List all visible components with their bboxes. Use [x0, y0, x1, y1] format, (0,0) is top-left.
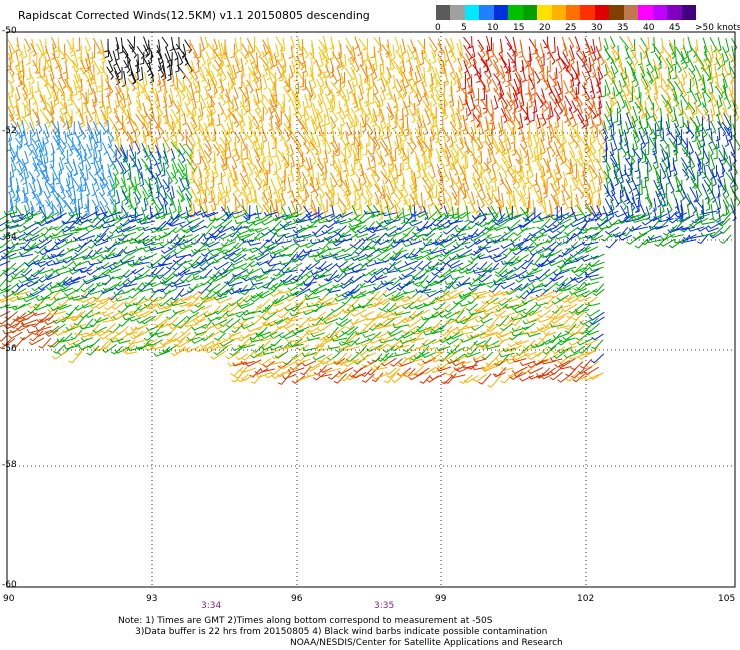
- legend-label: 25: [565, 23, 577, 33]
- legend-label: 0: [435, 23, 441, 33]
- legend-swatch: [652, 5, 668, 20]
- legend-swatch: [436, 5, 451, 20]
- wind-barbs: [0, 35, 740, 388]
- lat-lon-grid: [7, 32, 735, 587]
- legend-swatch: [479, 5, 495, 20]
- legend-swatch: [580, 5, 596, 20]
- legend-label: 20: [539, 23, 551, 33]
- legend-label: 30: [591, 23, 603, 33]
- time-label-1: 3:34: [201, 601, 222, 611]
- legend-swatch: [450, 5, 466, 20]
- legend-swatch: [522, 5, 538, 20]
- legend-swatch: [566, 5, 581, 20]
- legend-label: 45: [669, 23, 681, 33]
- lat-label-58: -58: [2, 460, 17, 470]
- legend-swatch: [609, 5, 625, 20]
- lat-label-56: -56: [2, 344, 17, 354]
- legend-swatch: [551, 5, 567, 20]
- map-frame: [6, 31, 736, 588]
- credit-line: NOAA/NESDIS/Center for Satellite Applica…: [290, 638, 563, 648]
- lat-label-54: -54: [2, 232, 17, 242]
- legend-label: >50 knots: [695, 23, 740, 33]
- lon-label-96: 96: [291, 594, 303, 604]
- legend-swatch: [681, 5, 697, 20]
- wind-speed-legend: 0 5 10 15 20 25 30 35 40 45 >50 knots: [435, 5, 740, 35]
- legend-swatch: [537, 5, 553, 20]
- map-title: Rapidscat Corrected Winds(12.5KM) v1.1 2…: [18, 9, 370, 22]
- legend-swatch: [667, 5, 683, 20]
- legend-swatch: [623, 5, 639, 20]
- legend-label: 15: [513, 23, 525, 33]
- notes: Note: 1) Times are GMT 2)Times along bot…: [118, 616, 547, 638]
- lon-label-93: 93: [146, 594, 158, 604]
- lon-label-99: 99: [435, 594, 447, 604]
- note-line-1: Note: 1) Times are GMT 2)Times along bot…: [118, 616, 493, 626]
- note-line-2: 3)Data buffer is 22 hrs from 20150805 4)…: [118, 627, 548, 637]
- legend-swatch: [464, 5, 480, 20]
- lon-label-90: 90: [3, 594, 15, 604]
- legend-swatch: [493, 5, 509, 20]
- lon-label-105: 105: [718, 594, 736, 604]
- lat-label-52: -52: [2, 126, 17, 136]
- legend-label: 10: [487, 23, 499, 33]
- legend-swatch: [508, 5, 524, 20]
- time-label-2: 3:35: [374, 601, 395, 611]
- legend-label: 5: [461, 23, 467, 33]
- legend-label: 40: [643, 23, 655, 33]
- lon-label-102: 102: [577, 594, 595, 604]
- legend-swatch: [638, 5, 654, 20]
- lat-label-50: -50: [2, 26, 17, 36]
- legend-label: 35: [617, 23, 629, 33]
- lat-label-60: -60: [2, 580, 17, 590]
- legend-swatch: [594, 5, 610, 20]
